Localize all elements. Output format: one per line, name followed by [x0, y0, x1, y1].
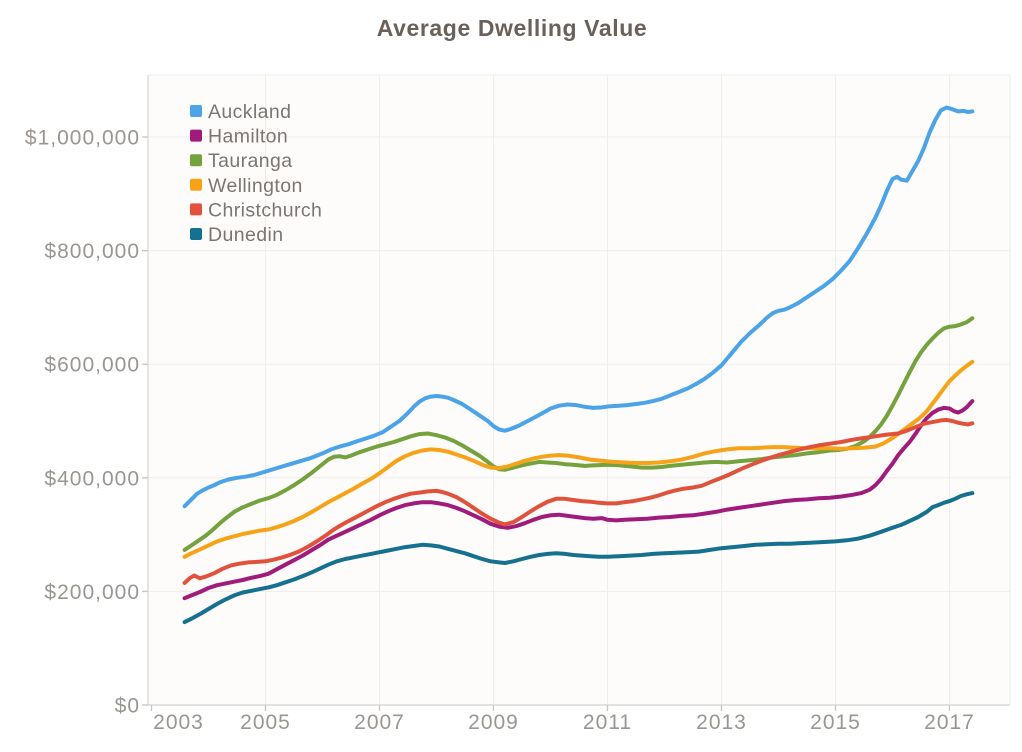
series-line-christchurch: [182, 417, 975, 585]
legend-label-dunedin: Dunedin: [208, 224, 283, 246]
x-axis-label: 2007: [354, 711, 405, 734]
x-axis-label: 2003: [153, 711, 204, 734]
legend-swatch-tauranga: [190, 154, 202, 167]
series-line-wellington: [182, 359, 975, 559]
series-line-auckland: [182, 105, 975, 509]
x-axis-label: 2011: [583, 711, 632, 734]
x-axis-label: 2005: [240, 711, 291, 734]
legend-swatch-wellington: [190, 178, 202, 191]
series-line-dunedin: [182, 491, 975, 625]
x-axis-label: 2017: [924, 711, 975, 734]
x-axis-label: 2013: [696, 711, 747, 734]
y-axis-label: $400,000: [44, 467, 140, 490]
y-axis-label: $800,000: [44, 240, 140, 263]
series-line-hamilton: [182, 399, 975, 601]
legend-swatch-auckland: [190, 105, 202, 117]
plot-area: [148, 75, 1010, 705]
x-axis-label: 2009: [468, 711, 519, 734]
series-line-tauranga: [182, 316, 975, 552]
y-axis-label: $1,000,000: [25, 127, 140, 150]
chart-generated-layer: $0 $200,000 $400,000 $600,000 $800,000 $1,000…: [25, 74, 1011, 734]
y-axis-label: $600,000: [44, 354, 140, 377]
chart-title: Average Dwelling Value: [377, 15, 648, 41]
legend-label-wellington: Wellington: [208, 175, 303, 197]
x-axis-label: 2015: [810, 711, 861, 734]
legend-swatch-christchurch: [190, 203, 202, 216]
legend-label-tauranga: Tauranga: [208, 150, 293, 172]
legend-label-christchurch: Christchurch: [208, 199, 322, 221]
legend-label-auckland: Auckland: [208, 101, 291, 123]
legend-swatch-hamilton: [190, 129, 202, 142]
y-axis-label: $200,000: [44, 581, 140, 604]
y-axis-label: $0: [115, 695, 140, 718]
legend-swatch-dunedin: [190, 228, 202, 240]
legend-label-hamilton: Hamilton: [208, 126, 288, 148]
